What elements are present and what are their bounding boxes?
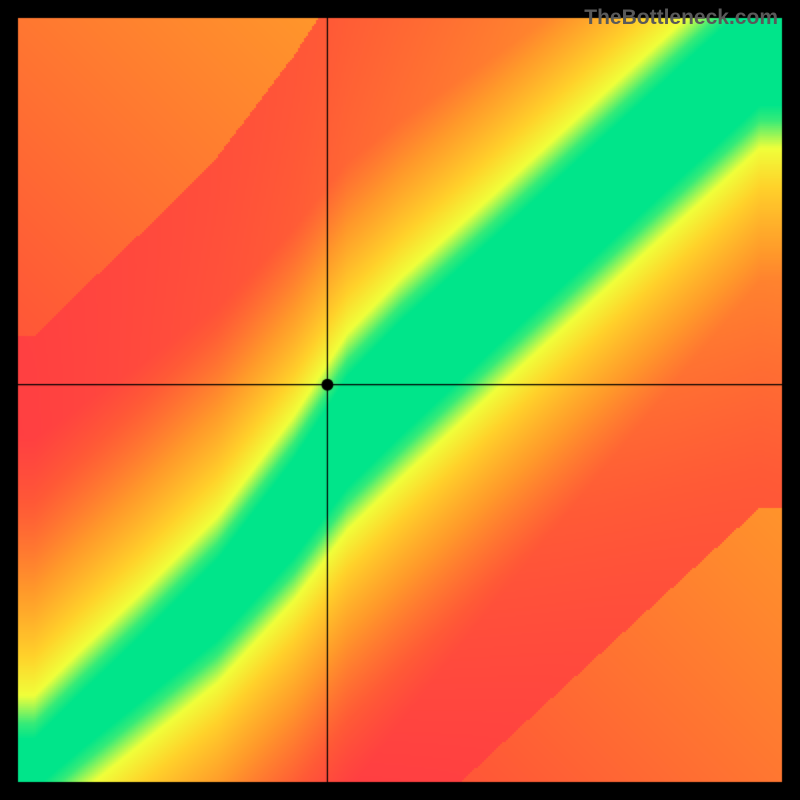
chart-container: TheBottleneck.com (0, 0, 800, 800)
heatmap-canvas (0, 0, 800, 800)
